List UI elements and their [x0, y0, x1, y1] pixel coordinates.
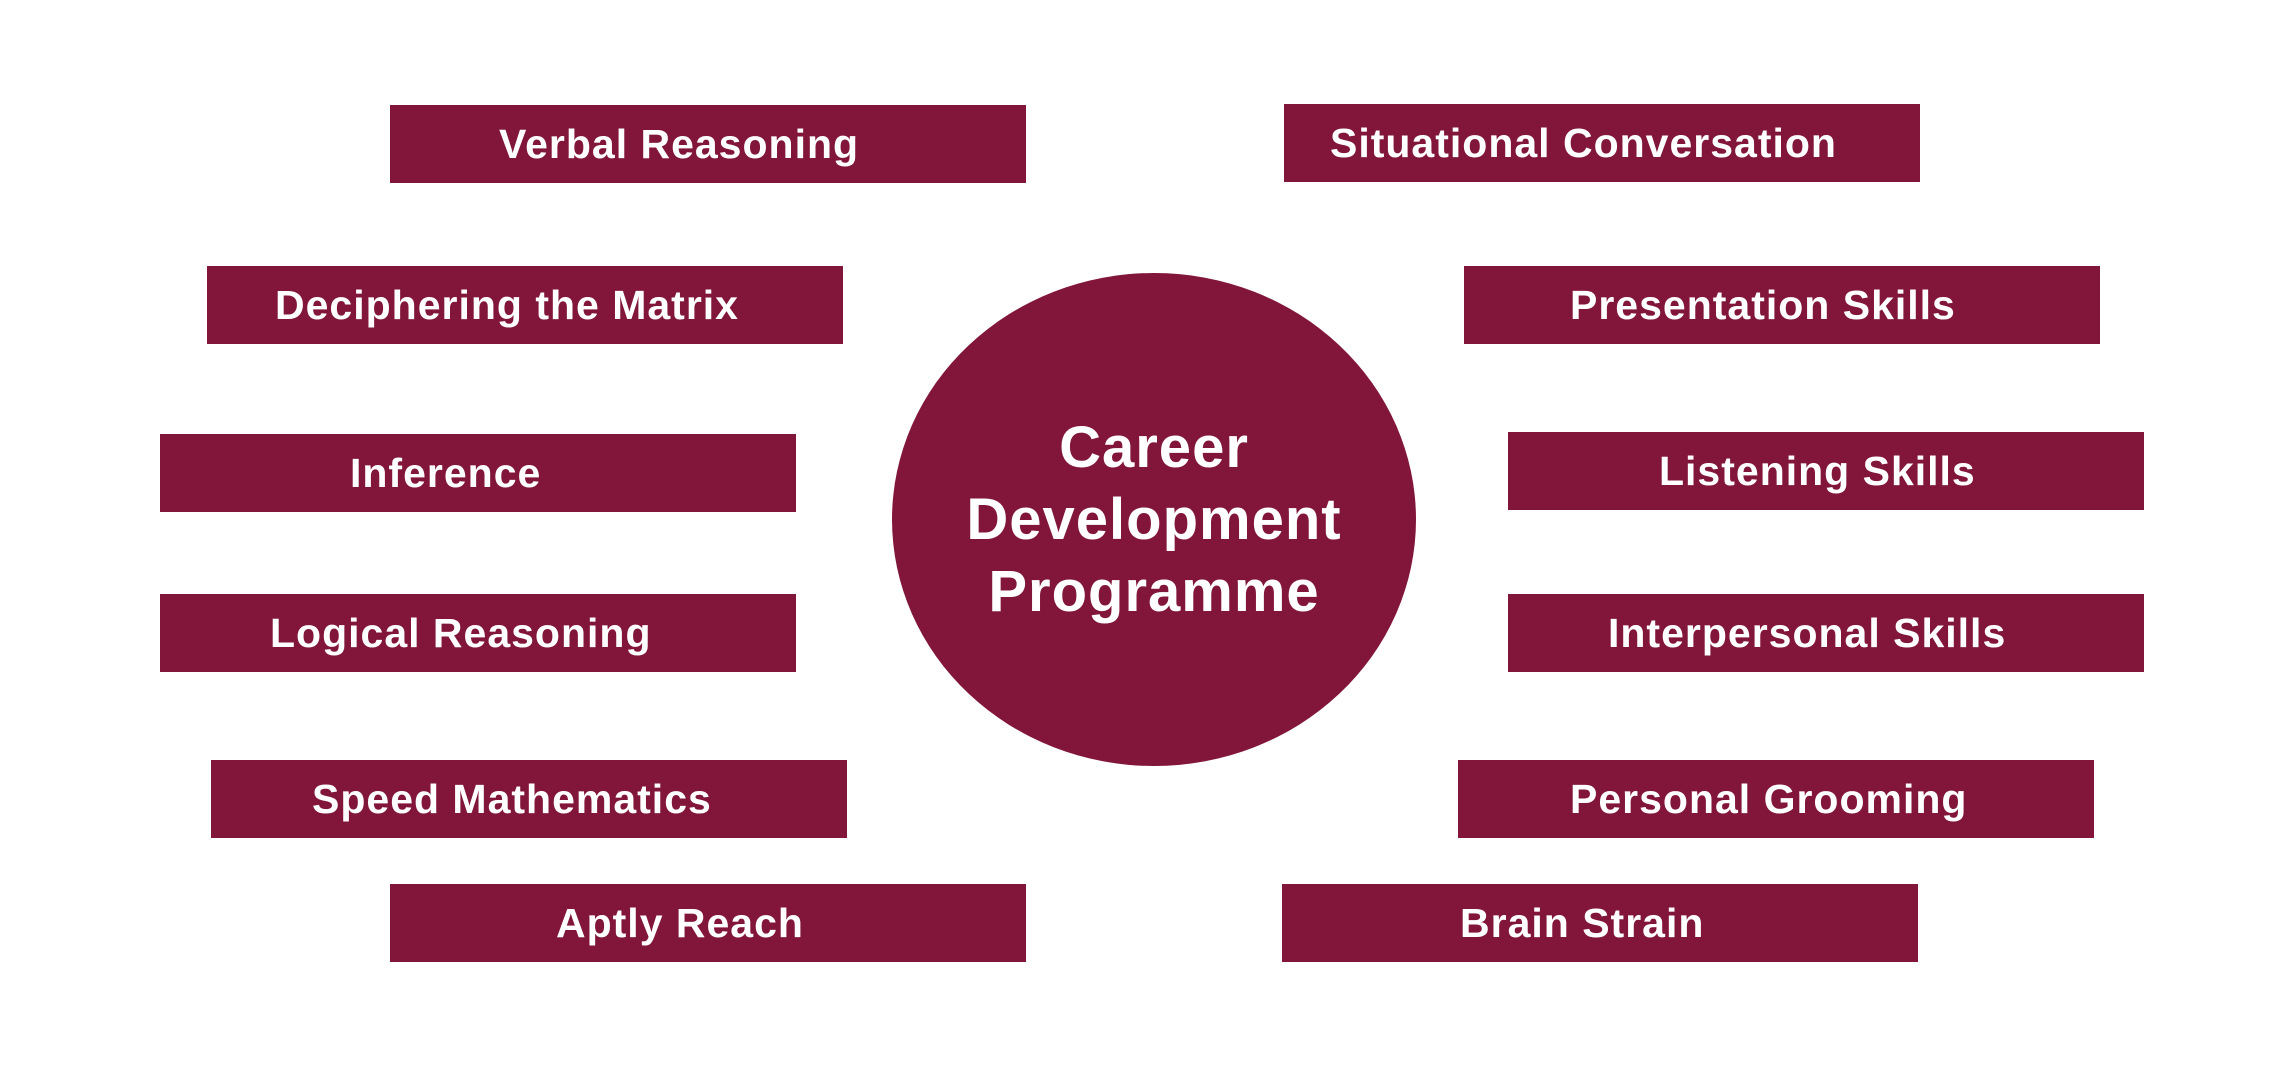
topic-box-interpersonal-skills: Interpersonal Skills — [1508, 594, 2144, 672]
center-title-line-3: Programme — [988, 558, 1320, 624]
topic-box-situational-conversation: Situational Conversation — [1284, 104, 1920, 182]
topic-box-verbal-reasoning: Verbal Reasoning — [390, 105, 1026, 183]
topic-label: Logical Reasoning — [270, 609, 652, 656]
topic-label: Listening Skills — [1659, 447, 1976, 494]
center-title-line-1: Career — [1059, 414, 1249, 480]
topic-box-deciphering-the-matrix: Deciphering the Matrix — [207, 266, 843, 344]
topic-label: Brain Strain — [1460, 899, 1705, 946]
topic-label: Situational Conversation — [1330, 119, 1837, 166]
topic-box-personal-grooming: Personal Grooming — [1458, 760, 2094, 838]
topic-label: Verbal Reasoning — [499, 120, 860, 167]
center-title-line-2: Development — [966, 486, 1342, 552]
topic-box-inference: Inference — [160, 434, 796, 512]
topic-label: Inference — [350, 449, 542, 496]
topic-label: Interpersonal Skills — [1608, 609, 2007, 656]
topic-box-aptly-reach: Aptly Reach — [390, 884, 1026, 962]
topic-label: Speed Mathematics — [312, 775, 712, 822]
center-circle: Career Development Programme — [892, 273, 1416, 766]
topic-box-brain-strain: Brain Strain — [1282, 884, 1918, 962]
topic-label: Deciphering the Matrix — [275, 281, 739, 328]
topic-label: Personal Grooming — [1570, 775, 1968, 822]
topic-box-listening-skills: Listening Skills — [1508, 432, 2144, 510]
topic-box-speed-mathematics: Speed Mathematics — [211, 760, 847, 838]
topic-box-presentation-skills: Presentation Skills — [1464, 266, 2100, 344]
topic-label: Presentation Skills — [1570, 281, 1956, 328]
topic-label: Aptly Reach — [556, 899, 804, 946]
topic-box-logical-reasoning: Logical Reasoning — [160, 594, 796, 672]
